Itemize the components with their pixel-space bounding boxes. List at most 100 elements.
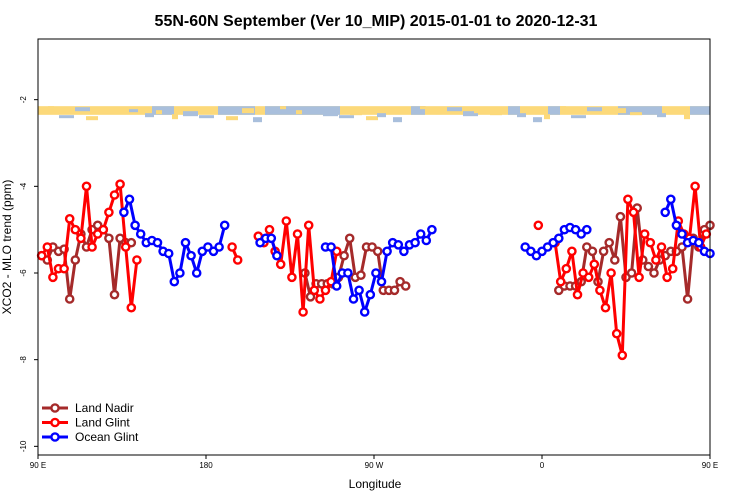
data-point — [582, 224, 592, 235]
strip-patch — [296, 110, 302, 115]
data-point — [303, 220, 314, 231]
strip-patch — [59, 115, 74, 119]
strip-patch — [544, 114, 550, 120]
x-tick-label: 180 — [199, 461, 213, 470]
strip-ocean — [152, 106, 174, 115]
strip-patch — [75, 107, 90, 112]
strip-patch — [490, 112, 502, 116]
y-tick-label: -8 — [19, 356, 28, 364]
strip-patch — [436, 110, 442, 115]
y-axis-ticks: -2 -4 -6 -8 -10 — [19, 96, 38, 452]
legend-item: Land Glint — [42, 416, 130, 430]
data-point — [70, 224, 81, 235]
data-point — [227, 242, 237, 252]
data-point — [70, 255, 81, 265]
strip-patch — [253, 117, 262, 123]
land-ocean-strip — [38, 106, 710, 123]
y-tick-label: -10 — [19, 440, 28, 452]
data-point — [169, 276, 180, 287]
data-point — [354, 285, 364, 296]
data-point — [264, 224, 275, 235]
data-point — [389, 285, 400, 296]
data-point — [623, 194, 633, 205]
data-point — [120, 242, 131, 252]
strip-patch — [517, 113, 526, 118]
data-point — [649, 268, 659, 278]
strip-patch — [447, 107, 462, 112]
x-axis-label: Longitude — [349, 477, 402, 491]
strip-patch — [199, 115, 214, 119]
strip-patch — [684, 114, 690, 120]
strip-patch — [377, 113, 386, 118]
data-point — [615, 211, 626, 222]
strip-ocean — [265, 106, 340, 115]
strip-patch — [614, 108, 626, 114]
strip-patch — [226, 116, 238, 121]
data-point — [266, 233, 277, 244]
data-point — [191, 268, 202, 278]
x-axis-ticks: 90 E 180 90 W 0 90 E — [30, 455, 718, 470]
data-point — [320, 285, 331, 296]
strip-patch — [183, 111, 198, 117]
strip-patch — [463, 111, 478, 117]
data-point — [126, 302, 137, 313]
data-point — [272, 250, 282, 261]
data-point — [163, 248, 174, 259]
data-point — [119, 207, 129, 218]
strip-patch — [242, 108, 254, 114]
data-point — [694, 237, 704, 248]
strip-patch — [129, 109, 138, 113]
legend-label: Ocean Glint — [75, 430, 139, 444]
data-point — [372, 246, 383, 257]
strip-ocean — [618, 106, 662, 115]
data-point — [152, 237, 163, 248]
data-point — [393, 239, 404, 250]
data-point — [604, 237, 615, 248]
data-point — [555, 276, 566, 287]
legend-marker — [50, 403, 60, 413]
data-point — [175, 268, 185, 278]
legend-marker — [50, 432, 60, 442]
data-point — [64, 213, 75, 224]
data-point — [59, 263, 69, 274]
data-point — [104, 207, 114, 218]
data-point — [115, 179, 125, 189]
data-point — [109, 289, 120, 300]
strip-patch — [350, 112, 362, 116]
strip-ocean — [548, 106, 560, 115]
data-point — [219, 220, 230, 231]
data-point — [315, 294, 325, 304]
strip-ocean — [218, 106, 255, 115]
strip-patch — [145, 113, 154, 118]
data-point — [287, 272, 297, 283]
data-point — [135, 229, 146, 239]
y-tick-label: -6 — [19, 269, 28, 277]
strip-patch — [474, 108, 486, 114]
data-point — [365, 289, 376, 300]
strip-patch — [393, 117, 402, 123]
strip-patch — [571, 115, 586, 119]
data-point — [76, 233, 86, 244]
data-point — [343, 268, 353, 278]
x-tick-label: 90 E — [702, 461, 718, 470]
strip-patch — [102, 108, 114, 114]
strip-patch — [587, 107, 602, 112]
data-point — [662, 272, 672, 283]
data-point — [348, 294, 359, 304]
data-point — [275, 259, 286, 270]
strip-ocean — [690, 106, 710, 115]
series-line — [553, 184, 708, 357]
y-axis-label: XCO2 - MLO trend (ppm) — [0, 180, 14, 315]
data-point — [639, 229, 650, 239]
data-point — [533, 220, 544, 231]
data-point — [180, 237, 191, 248]
data-point — [36, 250, 47, 261]
data-point — [701, 229, 712, 239]
strip-ocean — [508, 106, 520, 115]
strip-patch — [366, 116, 378, 121]
y-tick-label: -4 — [19, 182, 28, 190]
strip-patch — [533, 117, 542, 123]
strip-ocean — [411, 106, 425, 115]
data-point — [359, 307, 370, 317]
